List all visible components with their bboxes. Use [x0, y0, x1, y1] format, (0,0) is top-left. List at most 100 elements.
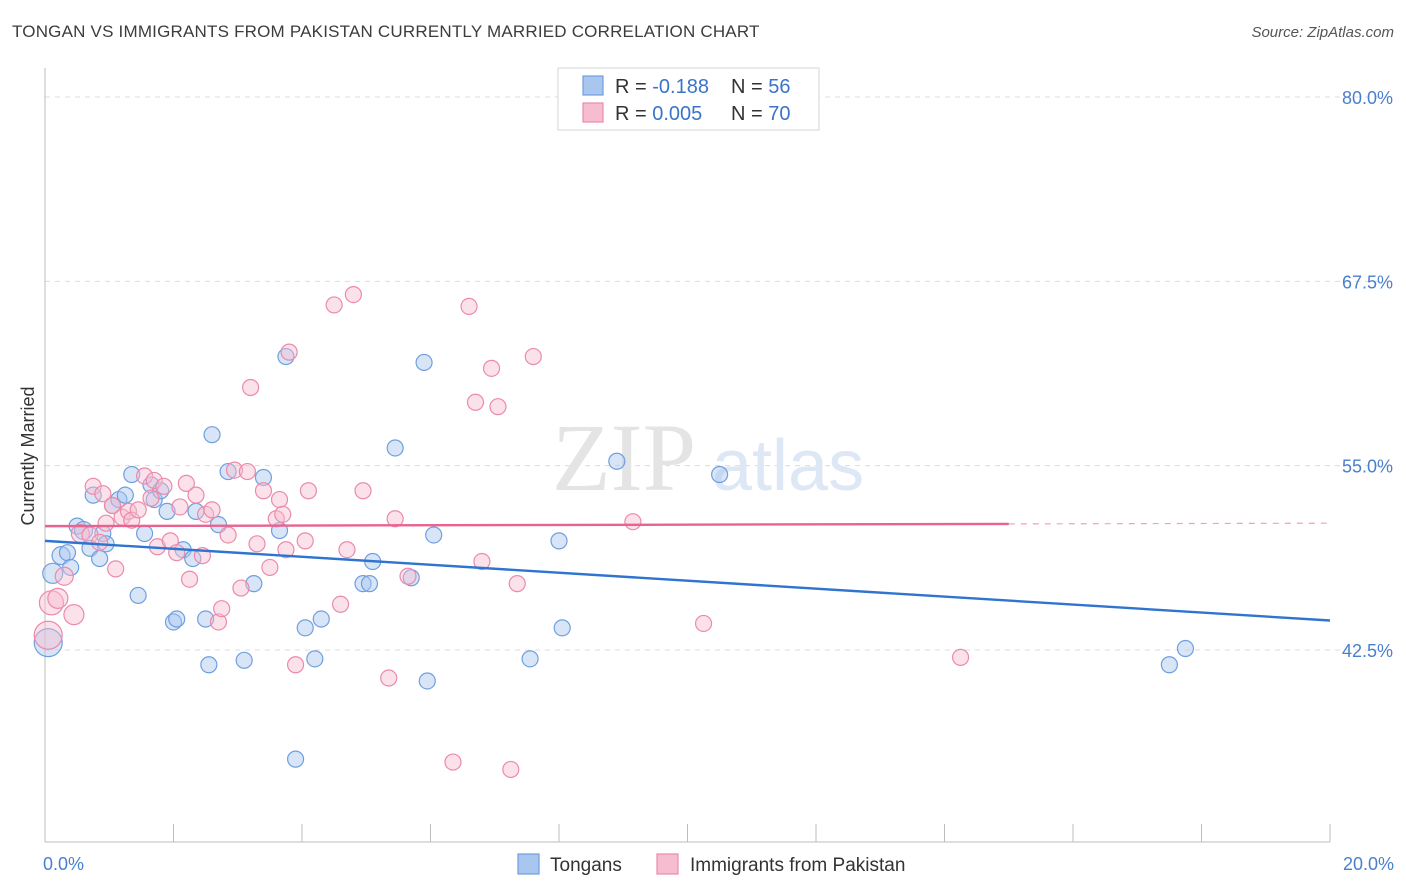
pakistan-point-51 [338, 541, 356, 559]
pakistan-point-32 [213, 600, 231, 618]
tongans-point-39 [306, 650, 324, 668]
pakistan-point-40 [261, 558, 279, 577]
pakistan-point-35 [232, 579, 250, 597]
bottom-legend-label-pakistan: Immigrants from Pakistan [690, 855, 905, 876]
tongans-point-14 [116, 486, 134, 504]
tongans-point-54 [1160, 656, 1178, 674]
pakistan-point-10 [97, 514, 115, 532]
pakistan-point-45 [280, 343, 298, 361]
x-tick-label-0: 0.0% [43, 854, 84, 874]
y-tick-label-0: 42.5% [1342, 641, 1393, 661]
tongans-point-33 [245, 575, 263, 593]
watermark: ZIP atlas [552, 404, 864, 511]
pakistan-point-23 [168, 544, 186, 562]
pakistan-point-18 [142, 489, 160, 507]
tongans-point-3 [58, 544, 77, 562]
pakistan-point-56 [399, 567, 417, 585]
points-layer [33, 286, 1195, 779]
pakistan-point-66 [624, 513, 642, 531]
tongans-point-44 [386, 439, 404, 457]
pakistan-point-43 [274, 505, 292, 523]
tongans-point-15 [123, 465, 141, 484]
tongans-point-16 [129, 586, 147, 605]
pakistan-point-48 [299, 482, 318, 500]
legend-n-value-2: 70 [768, 103, 790, 125]
tongans-point-31 [219, 462, 237, 481]
pakistan-point-16 [129, 501, 147, 519]
tongans-point-55 [1176, 639, 1195, 658]
tongans-point-0 [33, 628, 63, 658]
pakistan-point-3 [54, 566, 74, 586]
tongans-point-38 [296, 619, 314, 637]
pakistan-point-38 [248, 535, 266, 553]
legend-r-label-1: R = [615, 76, 652, 98]
legend-n-label-1: N = [731, 76, 768, 98]
bottom-legend-swatch-tongans [517, 853, 540, 875]
y-tick-label-3: 80.0% [1342, 88, 1393, 108]
tongans-point-21 [158, 502, 176, 520]
pakistan-point-34 [225, 461, 244, 479]
tongans-point-34 [254, 468, 273, 487]
y-tick-label-2: 67.5% [1342, 272, 1393, 292]
legend-top: R = -0.188 N = 56 R = 0.005 N = 70 [557, 67, 820, 131]
tongans-point-22 [164, 613, 183, 631]
tongans-point-53 [711, 465, 729, 484]
tongans-point-40 [312, 610, 330, 628]
y-axis-title: Currently Married [18, 386, 38, 525]
pakistan-point-62 [489, 398, 507, 416]
pakistan-point-39 [254, 482, 273, 500]
pakistan-point-65 [524, 347, 542, 366]
tongans-point-41 [354, 575, 372, 593]
tongans-point-1 [42, 562, 64, 584]
chart-source: Source: ZipAtlas.com [1251, 24, 1394, 41]
pakistan-point-26 [180, 570, 199, 588]
pakistan-point-58 [460, 297, 478, 316]
legend-swatch-blue [582, 75, 604, 96]
watermark-atlas: atlas [712, 426, 864, 506]
tongans-point-52 [608, 452, 626, 470]
tongans-point-48 [425, 526, 443, 544]
pakistan-point-60 [473, 552, 491, 571]
pakistan-point-53 [354, 482, 372, 500]
x-tick-label-1: 20.0% [1343, 854, 1394, 874]
tongans-point-32 [235, 651, 253, 669]
tongans-point-49 [521, 650, 539, 668]
tongans-trend-line [44, 539, 1331, 622]
pakistan-point-63 [502, 760, 520, 779]
pakistan-point-55 [386, 510, 404, 528]
tongans-point-42 [360, 575, 379, 593]
pakistan-point-52 [344, 286, 362, 304]
tongans-point-9 [91, 549, 109, 568]
pakistan-point-50 [331, 595, 350, 613]
legend-bottom: Tongans Immigrants from Pakistan [517, 853, 905, 876]
pakistan-point-49 [325, 296, 343, 314]
tongans-point-29 [203, 426, 221, 444]
pakistan-point-27 [187, 486, 205, 504]
tongans-point-23 [168, 610, 186, 628]
pakistan-point-19 [145, 471, 163, 490]
pakistan-point-15 [123, 511, 141, 529]
pakistan-trend-line-extension [1008, 522, 1331, 525]
pakistan-point-0 [33, 620, 63, 650]
pakistan-point-12 [107, 560, 125, 578]
svg-text:R = -0.188: R = -0.188 [615, 76, 709, 98]
legend-r-value-1: -0.188 [652, 76, 709, 98]
grid-layer [45, 96, 1395, 651]
svg-text:N = 56: N = 56 [731, 76, 791, 98]
legend-n-label-2: N = [731, 103, 768, 125]
tongans-point-51 [553, 619, 571, 637]
pakistan-point-46 [286, 656, 305, 674]
tongans-point-27 [197, 610, 215, 628]
pakistan-point-37 [242, 378, 260, 397]
pakistan-trend-line [44, 522, 1009, 528]
pakistan-point-21 [155, 477, 173, 495]
legend-n-value-1: 56 [768, 76, 790, 98]
pakistan-point-33 [219, 526, 237, 544]
tongans-point-47 [418, 672, 436, 690]
axis-layer: 42.5% 55.0% 67.5% 80.0% 0.0% 20.0% [43, 68, 1394, 874]
pakistan-point-24 [171, 498, 189, 516]
pakistan-point-25 [177, 474, 195, 492]
pakistan-point-4 [63, 604, 85, 626]
pakistan-point-42 [270, 490, 289, 509]
